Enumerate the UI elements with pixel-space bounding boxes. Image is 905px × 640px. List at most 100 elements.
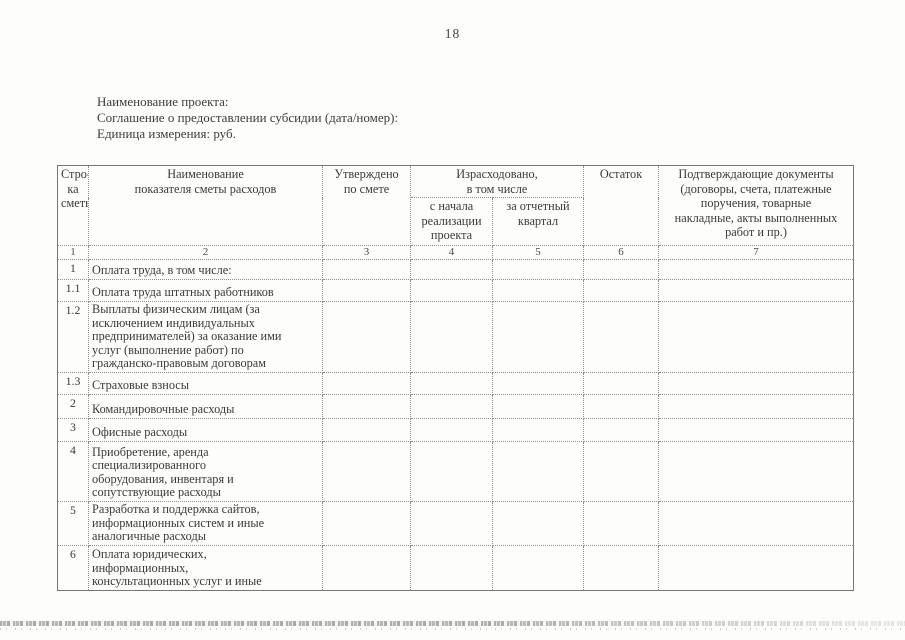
cell-spent-quarter <box>492 417 584 442</box>
cell-spent-since-start <box>410 301 493 373</box>
cell-spent-since-start <box>410 417 493 442</box>
cell-documents <box>658 371 854 395</box>
row-code: 6 <box>57 544 89 591</box>
cell-approved <box>322 393 411 419</box>
cell-remainder <box>583 371 659 395</box>
column-header-spent-group: Израсходовано, в том числе <box>410 165 584 198</box>
column-number: 1 <box>57 245 89 260</box>
row-name: Оплата юридических, информационных, конс… <box>88 544 323 591</box>
cell-spent-quarter <box>492 371 584 395</box>
column-header-approved: Утверждено по смете <box>322 165 411 246</box>
cell-spent-since-start <box>410 371 493 395</box>
scan-noise-line <box>0 628 905 630</box>
table-row: 1 Оплата труда, в том числе: <box>57 259 854 280</box>
column-number: 7 <box>658 245 854 260</box>
row-code: 1 <box>57 259 89 280</box>
cell-documents <box>658 544 854 591</box>
cell-spent-quarter <box>492 259 584 280</box>
row-code: 3 <box>57 417 89 442</box>
cell-approved <box>322 371 411 395</box>
scan-noise-line <box>0 621 905 626</box>
expense-report-table: Стро- ка сметы Наименование показателя с… <box>57 165 854 591</box>
intro-line-unit: Единица измерения: руб. <box>97 126 236 141</box>
cell-spent-since-start <box>410 259 493 280</box>
cell-spent-since-start <box>410 279 493 302</box>
intro-line-project: Наименование проекта: <box>97 94 229 109</box>
table-row: 6 Оплата юридических, информационных, ко… <box>57 544 854 591</box>
cell-documents <box>658 417 854 442</box>
column-header-remainder: Остаток <box>583 165 659 246</box>
cell-spent-quarter <box>492 440 584 502</box>
cell-spent-since-start <box>410 500 493 546</box>
row-name: Выплаты физическим лицам (за исключением… <box>88 301 323 373</box>
cell-remainder <box>583 500 659 546</box>
cell-documents <box>658 279 854 302</box>
table-row: 5 Разработка и поддержка сайтов, информа… <box>57 500 854 546</box>
cell-spent-quarter <box>492 301 584 373</box>
cell-remainder <box>583 259 659 280</box>
table-row: 4 Приобретение, аренда специализированно… <box>57 440 854 502</box>
column-number: 4 <box>410 245 493 260</box>
cell-spent-since-start <box>410 440 493 502</box>
row-name: Оплата труда штатных работников <box>88 279 323 302</box>
table-row: 3 Офисные расходы <box>57 417 854 442</box>
cell-documents <box>658 440 854 502</box>
cell-approved <box>322 500 411 546</box>
cell-documents <box>658 259 854 280</box>
row-code: 2 <box>57 393 89 419</box>
column-numbers-row: 1 2 3 4 5 6 7 <box>57 245 854 260</box>
cell-approved <box>322 440 411 502</box>
header-row-top: Стро- ка сметы Наименование показателя с… <box>57 165 854 246</box>
row-name: Офисные расходы <box>88 417 323 442</box>
row-name: Командировочные расходы <box>88 393 323 419</box>
cell-spent-quarter <box>492 279 584 302</box>
table-row: 1.3 Страховые взносы <box>57 371 854 395</box>
table-row: 2 Командировочные расходы <box>57 393 854 419</box>
cell-remainder <box>583 417 659 442</box>
cell-documents <box>658 393 854 419</box>
row-code: 1.1 <box>57 279 89 302</box>
cell-remainder <box>583 279 659 302</box>
intro-line-agreement: Соглашение о предоставлении субсидии (да… <box>97 110 399 125</box>
cell-remainder <box>583 301 659 373</box>
row-code: 1.3 <box>57 371 89 395</box>
row-code: 4 <box>57 440 89 502</box>
column-header-indicator: Наименование показателя сметы расходов <box>88 165 323 246</box>
cell-approved <box>322 301 411 373</box>
row-code: 5 <box>57 500 89 546</box>
cell-spent-quarter <box>492 500 584 546</box>
column-number: 2 <box>88 245 323 260</box>
column-number: 6 <box>583 245 659 260</box>
cell-documents <box>658 500 854 546</box>
column-header-spent-since-start: с начала реализации проекта <box>410 197 493 246</box>
cell-spent-quarter <box>492 393 584 419</box>
table-row: 1.2 Выплаты физическим лицам (за исключе… <box>57 301 854 373</box>
column-header-documents: Подтверждающие документы (договоры, счет… <box>658 165 854 246</box>
row-code: 1.2 <box>57 301 89 373</box>
row-name: Разработка и поддержка сайтов, информаци… <box>88 500 323 546</box>
cell-approved <box>322 544 411 591</box>
scan-noise-artifact <box>0 621 905 635</box>
cell-spent-since-start <box>410 544 493 591</box>
header-row-sub: с начала реализации проекта за отчетный … <box>58 197 854 246</box>
row-name: Приобретение, аренда специализированного… <box>88 440 323 502</box>
cell-documents <box>658 301 854 373</box>
cell-approved <box>322 279 411 302</box>
cell-remainder <box>583 544 659 591</box>
cell-spent-quarter <box>492 544 584 591</box>
column-header-spent-quarter: за отчетный квартал <box>492 197 584 246</box>
column-number: 5 <box>492 245 584 260</box>
cell-approved <box>322 417 411 442</box>
cell-remainder <box>583 393 659 419</box>
row-name: Страховые взносы <box>88 371 323 395</box>
table-row: 1.1 Оплата труда штатных работников <box>57 279 854 302</box>
column-header-row-code: Стро- ка сметы <box>57 165 89 246</box>
column-number: 3 <box>322 245 411 260</box>
cell-approved <box>322 259 411 280</box>
row-name: Оплата труда, в том числе: <box>88 259 323 280</box>
page-number: 18 <box>444 26 461 41</box>
document-intro: Наименование проекта: Соглашение о предо… <box>97 94 398 142</box>
cell-spent-since-start <box>410 393 493 419</box>
cell-remainder <box>583 440 659 502</box>
